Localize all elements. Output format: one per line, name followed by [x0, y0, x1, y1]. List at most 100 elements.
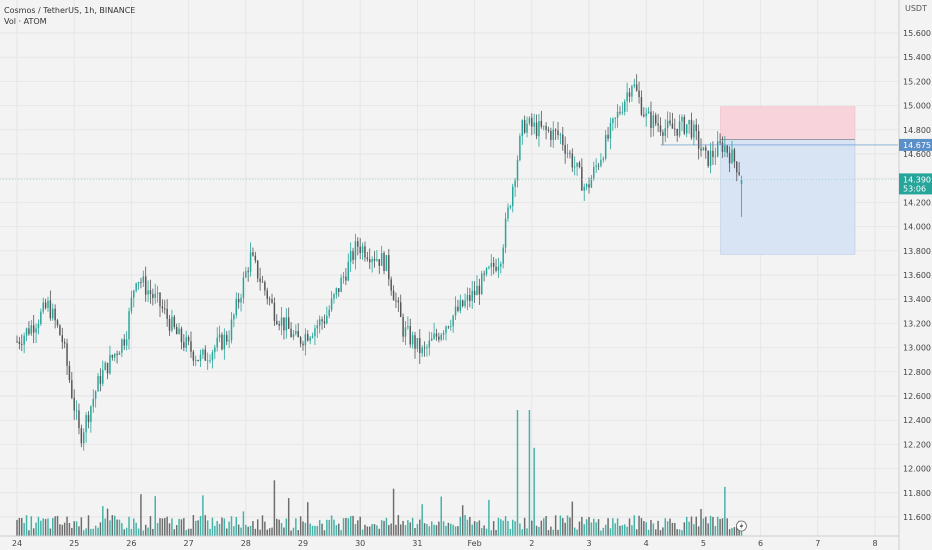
candle-body	[736, 161, 738, 173]
countdown-label: 53:06	[903, 184, 926, 193]
candle-body	[68, 365, 71, 381]
candle-body	[204, 349, 207, 361]
candle-body	[85, 415, 87, 433]
price-tick-label: 12.800	[903, 368, 931, 377]
candle-body	[199, 354, 202, 361]
candle-body	[256, 260, 259, 279]
volume-bar	[318, 520, 321, 536]
candle-body	[23, 335, 25, 345]
time-tick-label: 27	[184, 539, 194, 548]
candle-body	[56, 320, 59, 326]
volume-bar	[380, 520, 383, 536]
price-tick-label: 14.000	[903, 223, 931, 232]
volume-bar	[54, 516, 56, 536]
target-price-label: 14.675	[903, 141, 931, 150]
volume-bar	[40, 520, 42, 536]
volume-bar	[233, 526, 235, 536]
candle-body	[240, 297, 242, 303]
candle-body	[28, 328, 30, 335]
volume-bar	[23, 522, 25, 536]
time-tick-label: Feb	[468, 539, 482, 548]
candle-body	[228, 340, 230, 342]
candle-body	[223, 334, 226, 350]
candle-body	[614, 117, 616, 119]
candle-body	[292, 333, 295, 338]
candle-body	[709, 150, 712, 166]
target-price-badge	[899, 138, 932, 151]
volume-bar	[628, 518, 631, 536]
candle-body	[666, 120, 669, 129]
volume-bar	[421, 504, 423, 536]
candle-body	[650, 111, 652, 128]
position-tool[interactable]	[720, 106, 856, 255]
candle-body	[414, 335, 416, 349]
volume-legend[interactable]: Vol · ATOM	[4, 17, 47, 26]
volume-bar	[223, 518, 226, 536]
candle-body	[681, 116, 683, 122]
volume-bar	[214, 525, 216, 536]
volume-bar	[309, 523, 311, 536]
time-tick-label: 4	[644, 539, 649, 548]
volume-bar	[383, 520, 385, 536]
volume-bar	[554, 515, 557, 536]
candle-body	[566, 152, 569, 154]
candle-body	[323, 321, 326, 324]
candle-body	[47, 300, 49, 308]
symbol-title[interactable]: Cosmos / TetherUS, 1h, BINANCE	[4, 6, 136, 15]
volume-bar	[230, 516, 233, 536]
volume-bar	[419, 519, 421, 536]
volume-bar	[709, 515, 712, 536]
volume-bar	[697, 526, 700, 536]
volume-bar	[259, 529, 261, 536]
candle-body	[137, 282, 140, 284]
price-tick-label: 11.800	[903, 489, 931, 498]
volume-bar	[352, 515, 354, 536]
volume-bar	[109, 520, 111, 536]
volume-bar	[209, 528, 211, 536]
candle-body	[619, 111, 621, 113]
candle-body	[21, 343, 23, 345]
volume-bar	[500, 519, 502, 536]
volume-bar	[492, 521, 495, 536]
candle-body	[216, 337, 218, 348]
candle-body	[16, 341, 18, 343]
candle-body	[42, 302, 44, 312]
volume-bar	[423, 523, 426, 536]
volume-bar	[731, 527, 733, 536]
price-tick-label: 12.200	[903, 440, 931, 449]
candle-body	[624, 101, 626, 112]
candle-body	[693, 124, 695, 138]
candle-body	[359, 246, 361, 253]
price-tick-label: 13.600	[903, 271, 931, 280]
candle-body	[547, 129, 550, 131]
volume-bar	[175, 525, 178, 536]
volume-bar	[359, 516, 361, 536]
volume-bar	[161, 518, 164, 536]
candle-body	[178, 328, 180, 335]
volume-bar	[552, 529, 554, 536]
volume-bar	[347, 518, 350, 536]
price-tick-label: 13.200	[903, 319, 931, 328]
candle-body	[507, 207, 509, 219]
volume-bar	[550, 526, 552, 536]
candle-body	[307, 334, 309, 341]
time-tick-label: 24	[12, 539, 22, 548]
volume-bar	[166, 516, 168, 536]
volume-bar	[633, 515, 636, 536]
volume-bar	[63, 522, 66, 536]
volume-bar	[92, 528, 95, 536]
volume-bar	[82, 530, 85, 536]
candle-body	[454, 306, 457, 316]
candle-body	[309, 337, 311, 341]
candle-body	[545, 125, 547, 130]
candle-body	[452, 315, 454, 327]
volume-bar	[245, 524, 247, 536]
volume-bar	[671, 522, 674, 536]
volume-bar	[278, 519, 280, 536]
volume-bar	[287, 498, 290, 536]
candle-body	[94, 391, 97, 399]
volume-bar	[73, 521, 75, 536]
chart-legend: Cosmos / TetherUS, 1h, BINANCE Vol · ATO…	[4, 5, 135, 27]
volume-bar	[395, 524, 397, 536]
